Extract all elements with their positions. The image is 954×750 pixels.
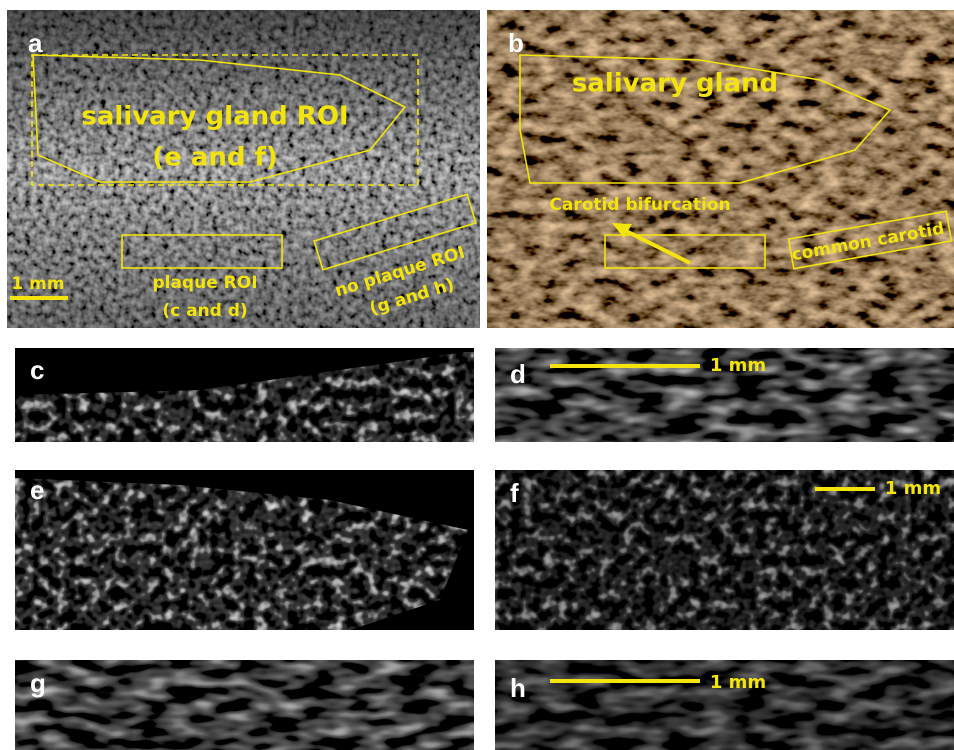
panel-label: g (30, 668, 46, 698)
ultrasound-image (487, 10, 954, 328)
panel-label: a (28, 28, 43, 58)
panel-label: f (510, 478, 519, 508)
annotation: plaque ROI (152, 273, 257, 293)
panel-label: c (30, 355, 44, 385)
panel-label: h (510, 673, 526, 703)
annotation: salivary gland (572, 69, 778, 99)
scale-label: 1 mm (885, 478, 941, 499)
panel-label: e (30, 475, 44, 505)
roi-image (15, 660, 474, 750)
annotation: (c and d) (162, 301, 247, 321)
annotation: Carotid bifurcation (549, 195, 730, 215)
annotation: (e and f) (152, 143, 277, 173)
figure: a salivary gland ROI (e and f) plaque RO… (0, 0, 954, 750)
panel-label: d (510, 359, 526, 389)
annotation: salivary gland ROI (81, 102, 348, 132)
scale-label: 1 mm (710, 672, 766, 693)
scale-label: 1 mm (11, 274, 64, 294)
panel-label: b (508, 28, 524, 58)
scale-label: 1 mm (710, 355, 766, 376)
